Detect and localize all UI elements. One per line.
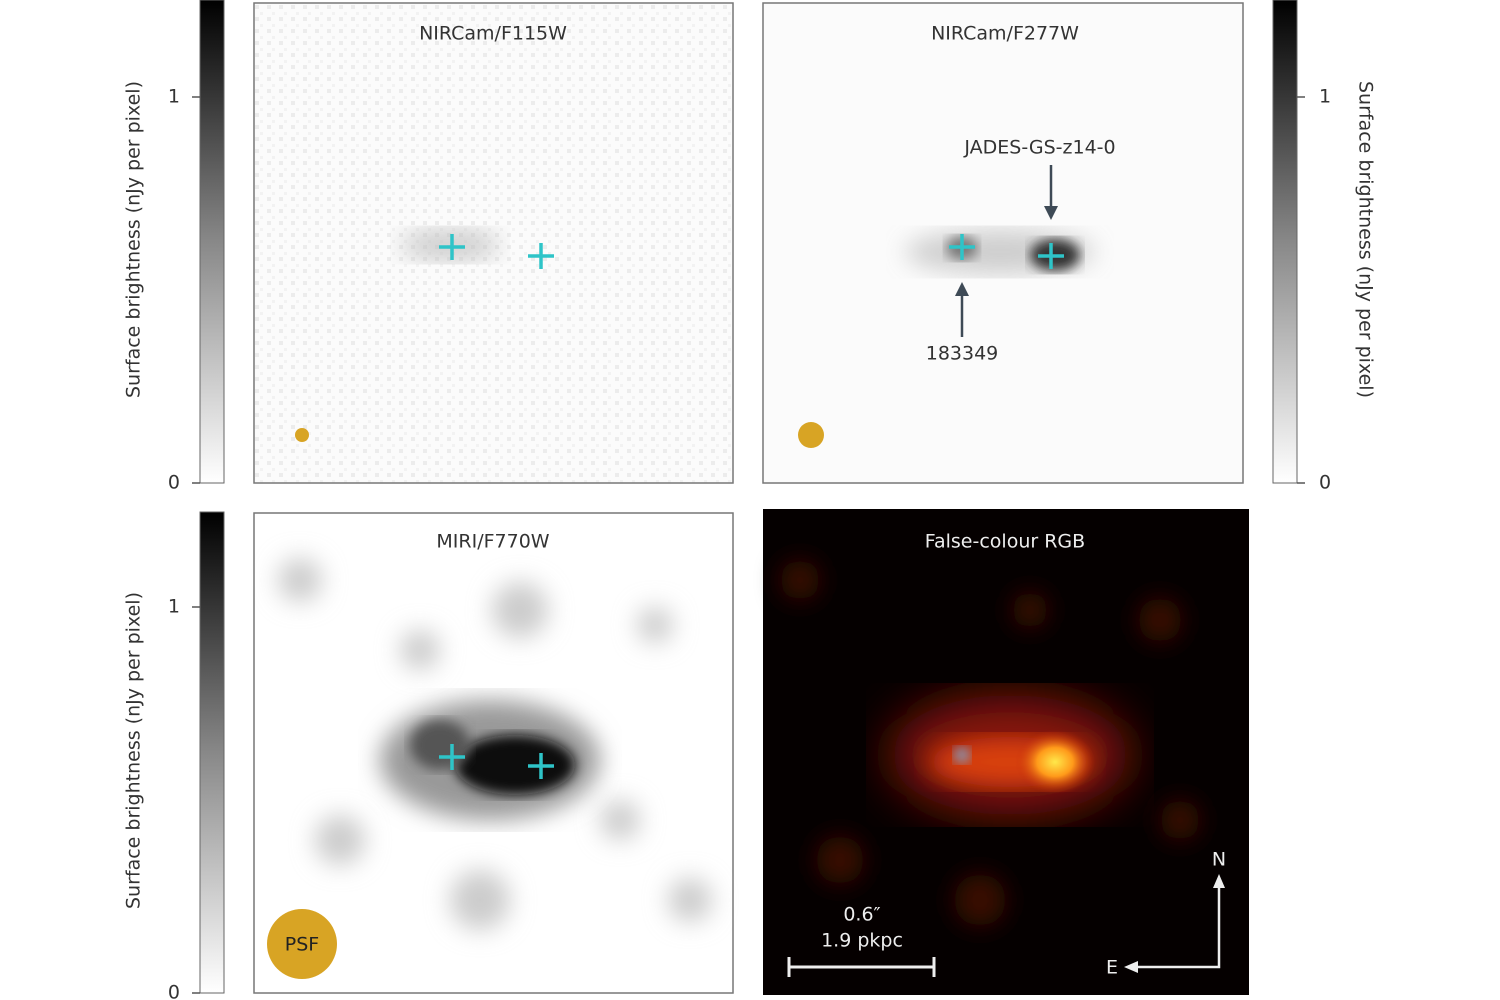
panel-f115w: NIRCam/F115W [253, 2, 734, 484]
tick-label: 0 [168, 472, 180, 494]
tick-label: 0 [168, 982, 180, 1000]
colorbar-label: Surface brightness (nJy per pixel) [123, 81, 145, 398]
tick-label: 1 [168, 596, 180, 618]
colorbar-gradient [199, 511, 225, 994]
annotation: 183349 [926, 343, 999, 365]
scale-bar-label: 0.6″ [843, 904, 880, 926]
colorbar-gradient [199, 0, 225, 484]
panel-title: MIRI/F770W [436, 531, 549, 553]
panel-f770w: MIRI/F770W PSF [253, 512, 734, 994]
compass-label: N [1212, 849, 1226, 871]
panel-f277w: NIRCam/F277W JADES-GS-z14-0 183349 [762, 2, 1244, 484]
tick-label: 1 [1319, 86, 1331, 108]
colorbar-label: Surface brightness (nJy per pixel) [123, 592, 145, 909]
panel-title: NIRCam/F115W [419, 23, 567, 45]
scale-bar-label: 1.9 pkpc [821, 930, 903, 952]
tick-label: 1 [168, 86, 180, 108]
colorbar: 0 1 Surface brightness (nJy per pixel) [123, 0, 225, 494]
panel-title: False-colour RGB [925, 531, 1085, 553]
colorbar: 0 1 Surface brightness (nJy per pixel) [1272, 0, 1377, 494]
panel-rgb: False-colour RGB 0.6″ 1.9 pkpc N E [763, 509, 1249, 995]
annotation: JADES-GS-z14-0 [963, 137, 1115, 159]
colorbar-label: Surface brightness (nJy per pixel) [1355, 81, 1377, 398]
panel-title: NIRCam/F277W [931, 23, 1079, 45]
colorbar-gradient [1272, 0, 1298, 484]
psf-label: PSF [285, 934, 319, 956]
colorbar: 0 1 Surface brightness (nJy per pixel) [123, 511, 225, 1000]
compass-label: E [1106, 957, 1118, 979]
tick-label: 0 [1319, 472, 1331, 494]
